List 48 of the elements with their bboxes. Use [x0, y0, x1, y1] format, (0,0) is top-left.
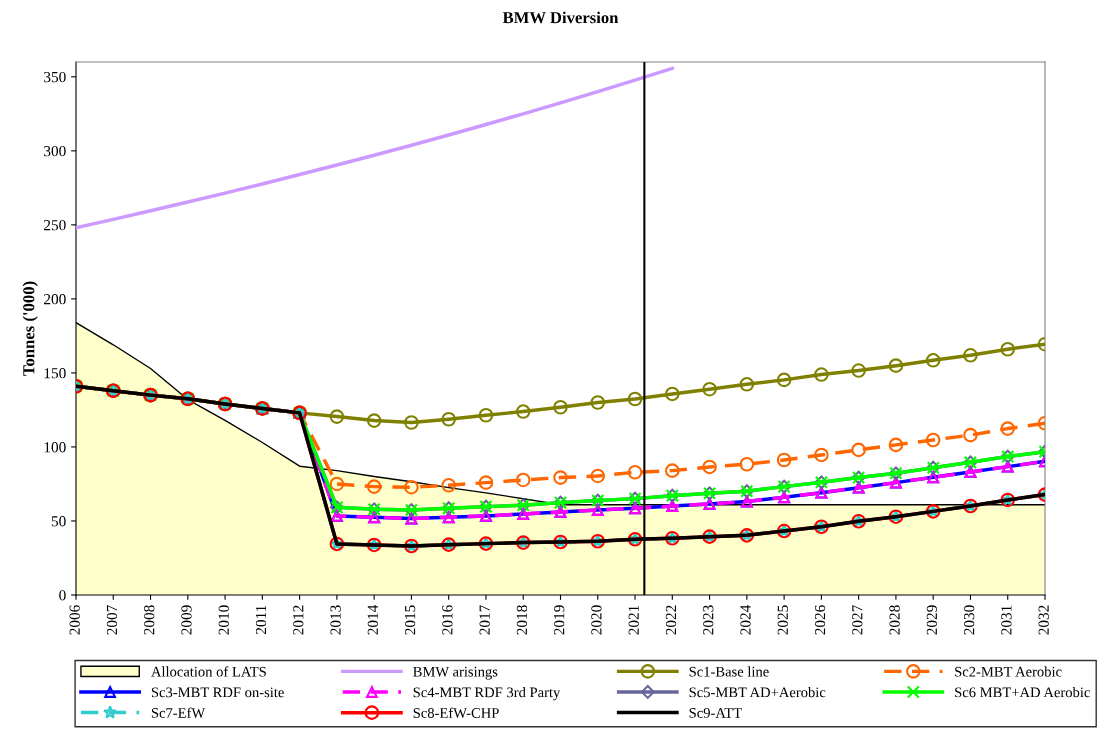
x-tick-label: 2027 — [852, 605, 863, 635]
y-tick-label: 300 — [44, 145, 66, 157]
legend-label: Sc1-Base line — [689, 666, 769, 677]
x-tick-label: 2008 — [144, 605, 155, 635]
legend-label: Sc8-EfW-CHP — [413, 707, 499, 718]
y-tick-label: 150 — [44, 368, 66, 379]
legend-label: Sc6 MBT+AD Aerobic — [955, 686, 1090, 698]
y-tick-label: 100 — [44, 442, 66, 453]
x-tick-label: 2024 — [740, 604, 751, 635]
x-tick-label: 2014 — [367, 604, 378, 635]
x-tick-label: 2021 — [628, 605, 639, 635]
y-tick-label: 200 — [44, 294, 66, 305]
x-tick-label: 2025 — [777, 605, 788, 635]
x-tick-label: 2013 — [330, 605, 341, 635]
legend-label: BMW arisings — [413, 666, 498, 680]
chart-title: BMW Diversion — [502, 11, 619, 24]
x-tick-label: 2018 — [516, 605, 528, 635]
y-axis-title: Tonnes ('000) — [22, 281, 38, 376]
x-tick-label: 2029 — [926, 605, 938, 635]
x-tick-label: 2031 — [1001, 605, 1012, 635]
y-tick-label: 50 — [51, 516, 66, 527]
x-tick-label: 2019 — [554, 605, 565, 635]
legend-label: Sc5-MBT AD+Aerobic — [689, 686, 826, 698]
x-tick-label: 2028 — [889, 605, 900, 635]
x-tick-label: 2015 — [404, 605, 416, 635]
x-tick-label: 2012 — [293, 605, 304, 635]
x-tick-label: 2007 — [106, 605, 118, 635]
x-tick-label: 2022 — [665, 605, 677, 635]
legend-label: Sc9-ATT — [689, 708, 742, 718]
y-tick-label: 250 — [44, 220, 66, 231]
legend-label: Sc3-MBT RDF on-site — [151, 687, 284, 698]
x-tick-label: 2032 — [1038, 605, 1049, 635]
x-tick-label: 2017 — [479, 605, 490, 635]
legend-label: Sc7-EfW — [151, 707, 206, 718]
x-tick-label: 2023 — [703, 605, 714, 635]
y-tick-label: 0 — [59, 590, 66, 601]
x-tick-label: 2030 — [963, 605, 975, 635]
legend-label: Sc4-MBT RDF 3rd Party — [413, 687, 561, 701]
x-tick-label: 2016 — [442, 605, 453, 635]
y-tick-label: 350 — [44, 71, 66, 83]
legend-label: Allocation of LATS — [151, 666, 266, 677]
x-tick-label: 2006 — [69, 605, 80, 635]
x-tick-label: 2010 — [218, 605, 229, 635]
x-tick-label: 2009 — [181, 605, 192, 635]
x-tick-label: 2011 — [255, 605, 267, 635]
legend-label: Sc2-MBT Aerobic — [955, 666, 1062, 677]
x-tick-label: 2026 — [814, 605, 826, 635]
x-tick-label: 2020 — [591, 605, 602, 635]
